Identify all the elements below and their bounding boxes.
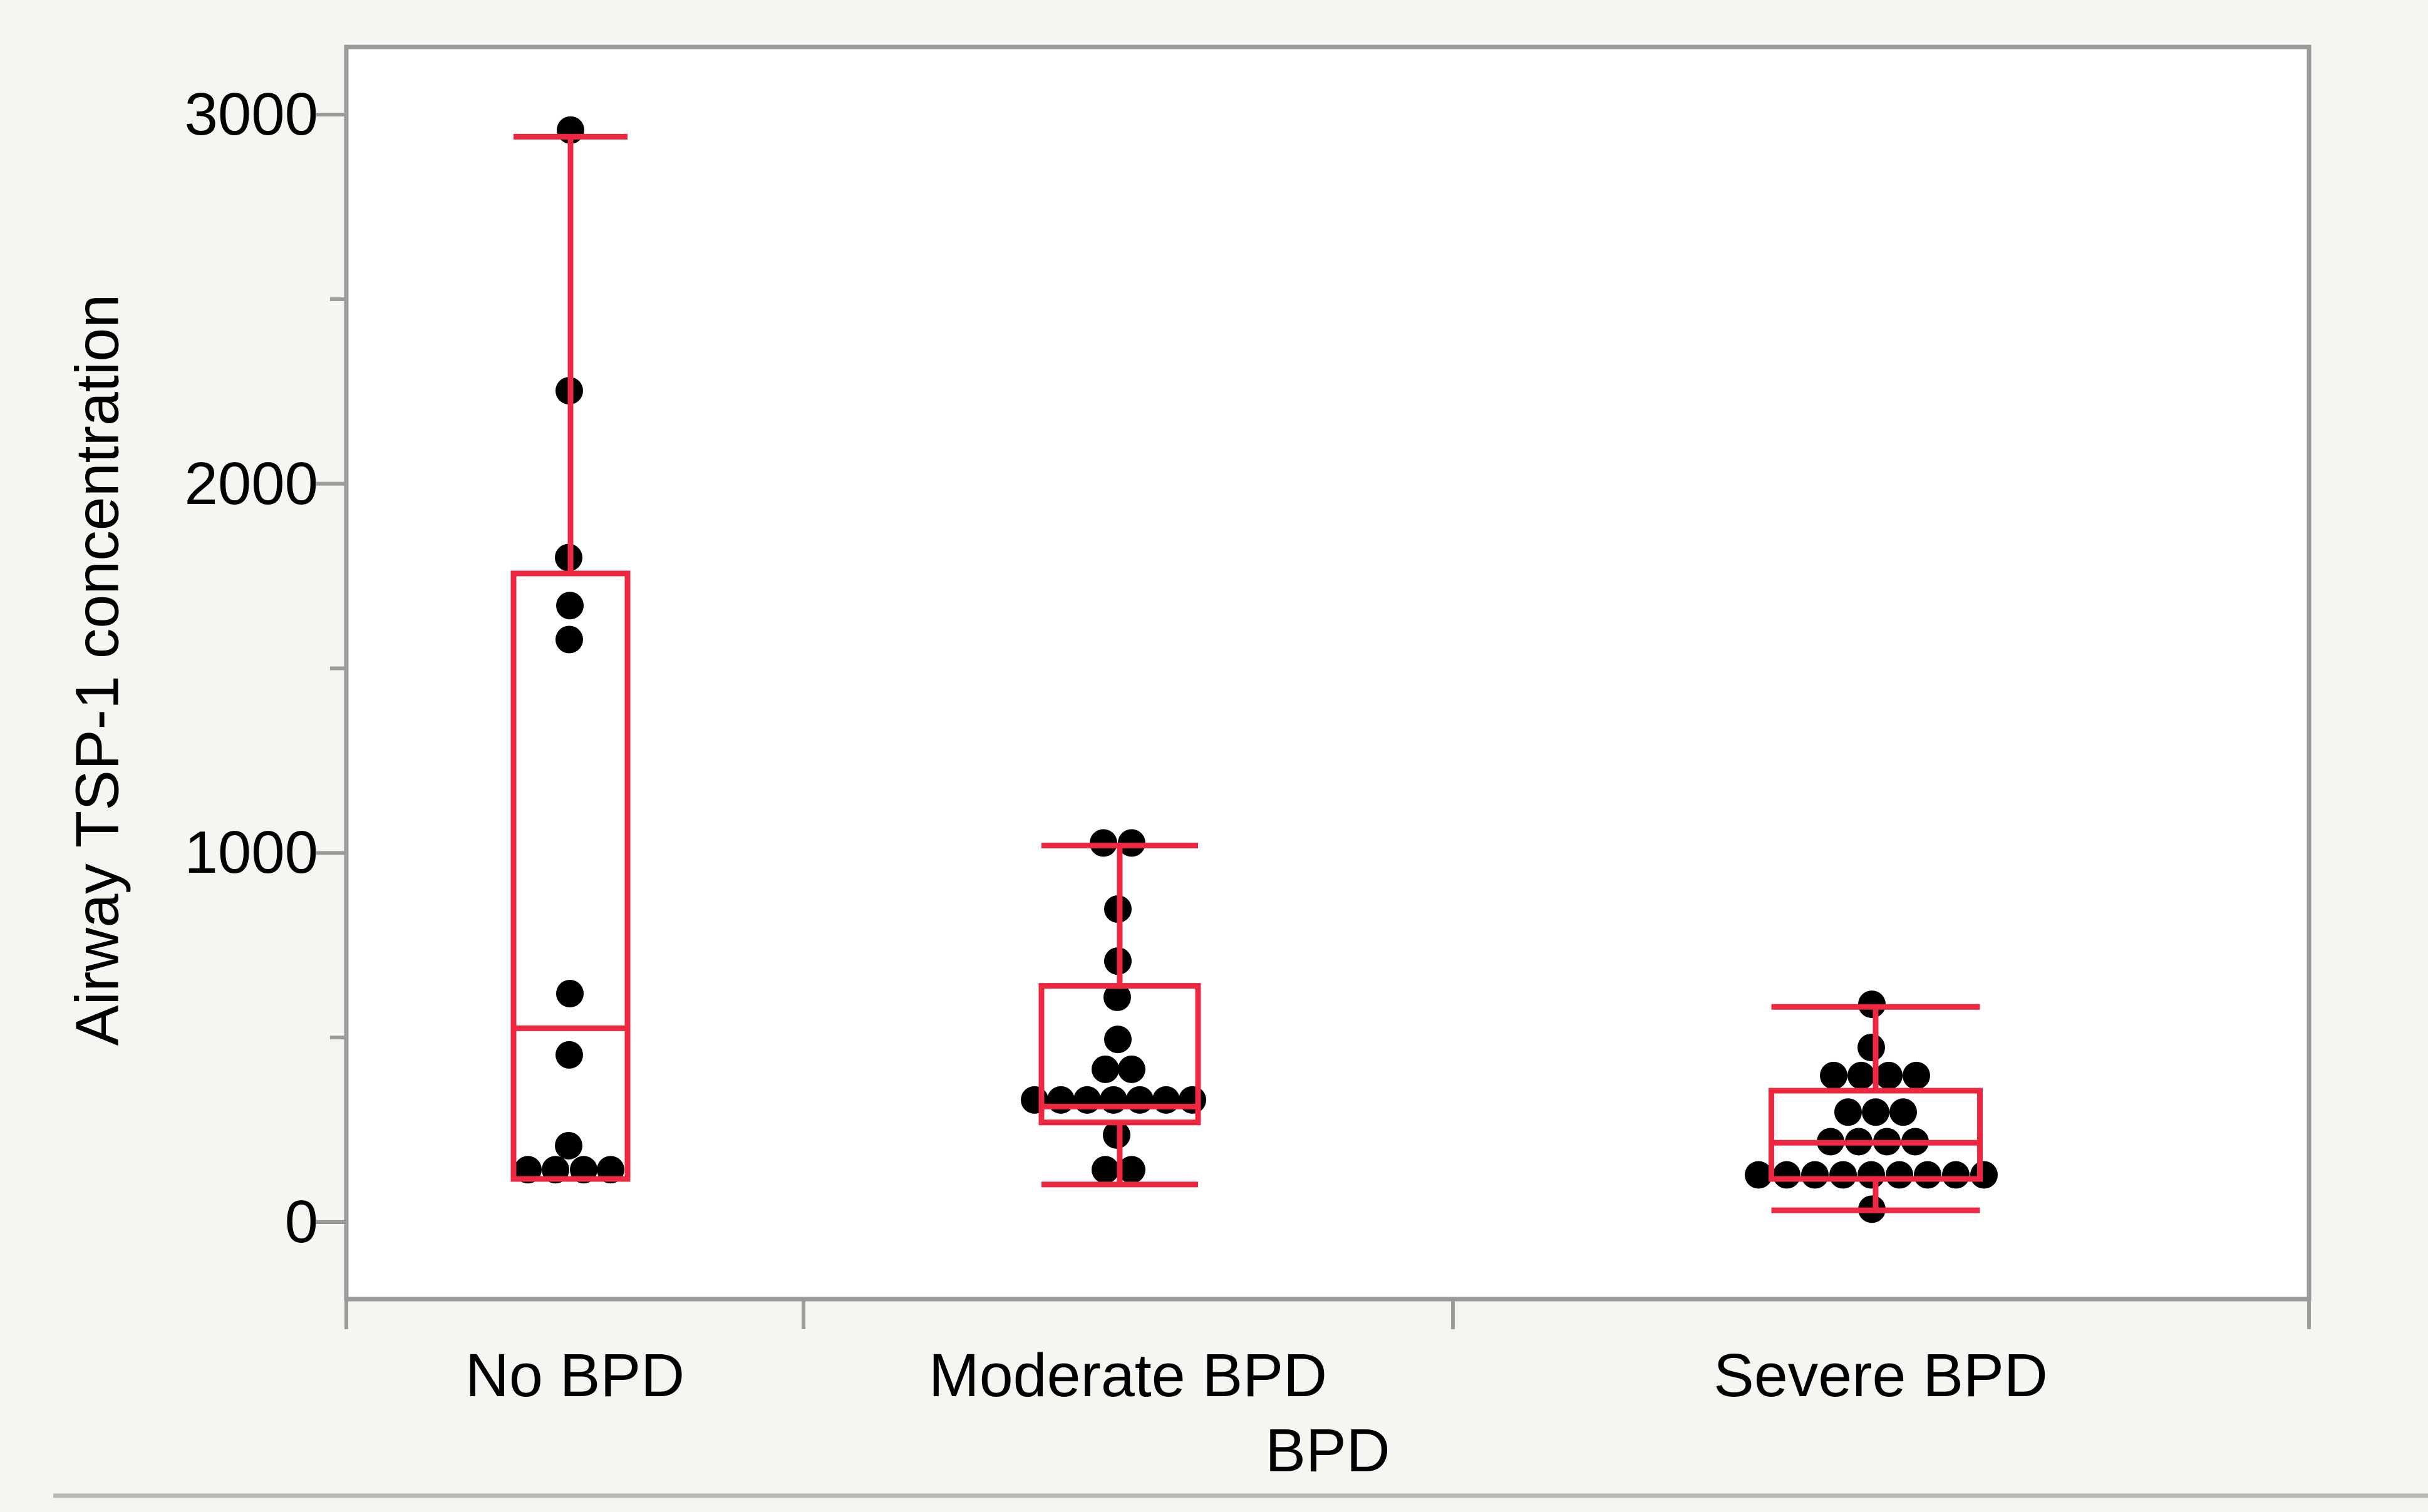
data-point-severe-bpd [1914, 1161, 1941, 1189]
data-point-no-bpd [555, 1041, 583, 1069]
y-tick-label-1000: 1000 [184, 819, 318, 887]
data-point-severe-bpd [1903, 1061, 1930, 1089]
data-point-moderate-bpd [1104, 1026, 1132, 1054]
data-point-severe-bpd [1889, 1098, 1917, 1126]
x-category-label-moderate-bpd: Moderate BPD [928, 1341, 1328, 1409]
data-point-severe-bpd [1942, 1161, 1970, 1189]
data-point-severe-bpd [1886, 1161, 1913, 1189]
plot-area-frame [344, 44, 2312, 1302]
data-point-moderate-bpd [1179, 1086, 1206, 1114]
data-point-moderate-bpd [1047, 1086, 1075, 1114]
data-point-severe-bpd [1857, 1161, 1885, 1189]
x-category-label-severe-bpd: Severe BPD [1713, 1341, 2048, 1409]
data-point-no-bpd [555, 1131, 582, 1160]
data-point-moderate-bpd [1103, 983, 1131, 1011]
data-point-moderate-bpd [1126, 1086, 1154, 1114]
y-axis-title: Airway TSP-1 concentration [63, 294, 132, 1046]
data-point-moderate-bpd [1073, 1086, 1101, 1114]
data-point-no-bpd [556, 979, 584, 1007]
data-point-severe-bpd [1745, 1161, 1772, 1189]
data-point-severe-bpd [1829, 1161, 1857, 1189]
data-point-severe-bpd [1862, 1098, 1889, 1126]
data-point-severe-bpd [1857, 1034, 1885, 1062]
data-point-severe-bpd [1834, 1098, 1862, 1126]
data-point-moderate-bpd [1103, 1121, 1130, 1149]
data-point-severe-bpd [1773, 1161, 1800, 1189]
data-point-severe-bpd [1801, 1161, 1829, 1189]
data-point-no-bpd [556, 592, 584, 620]
iqr-box-severe [1769, 1088, 1983, 1182]
y-tick-label-0: 0 [284, 1188, 318, 1255]
data-point-severe-bpd [1970, 1161, 1998, 1189]
data-point-severe-bpd [1847, 1061, 1875, 1089]
iqr-box-no [510, 570, 631, 1182]
data-point-severe-bpd [1820, 1061, 1847, 1089]
data-point-moderate-bpd [1118, 1055, 1145, 1083]
x-category-label-no-bpd: No BPD [465, 1341, 685, 1409]
data-point-moderate-bpd [1100, 1086, 1127, 1114]
data-point-moderate-bpd [1092, 1156, 1119, 1184]
data-point-moderate-bpd [1152, 1086, 1180, 1114]
x-axis-title: BPD [1265, 1416, 1390, 1484]
y-tick-label-2000: 2000 [184, 450, 318, 517]
y-tick-label-3000: 3000 [184, 80, 318, 148]
data-point-moderate-bpd [1092, 1055, 1119, 1083]
iqr-box-moderate [1038, 983, 1201, 1126]
data-point-no-bpd [555, 625, 583, 654]
data-point-moderate-bpd [1118, 1156, 1145, 1184]
data-point-severe-bpd [1875, 1061, 1903, 1089]
